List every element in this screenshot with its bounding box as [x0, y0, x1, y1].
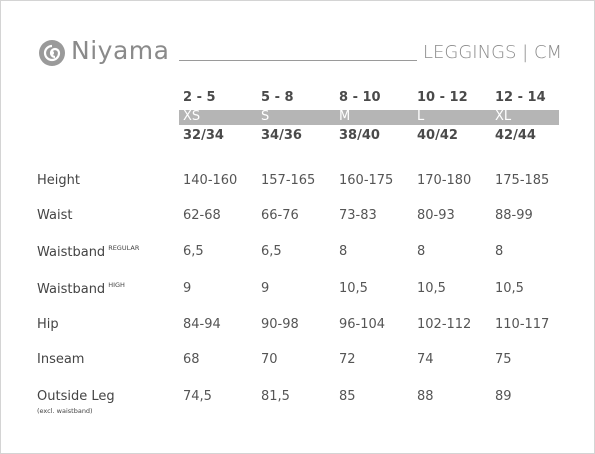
- cell: 81,5: [261, 389, 290, 404]
- age-range: 2 - 5: [183, 90, 216, 105]
- eu-size: 40/42: [417, 128, 458, 143]
- cell: 9: [261, 281, 270, 296]
- cell: 6,5: [183, 244, 204, 259]
- size-code: S: [261, 109, 270, 124]
- row-label-sup: REGULAR: [108, 244, 140, 252]
- cell: 9: [183, 281, 192, 296]
- cell: 10,5: [495, 281, 524, 296]
- cell: 85: [339, 389, 356, 404]
- row-note: (excl. waistband): [37, 407, 93, 415]
- age-range: 12 - 14: [495, 90, 546, 105]
- cell: 10,5: [417, 281, 446, 296]
- row-label: Height: [37, 173, 80, 188]
- eu-size: 42/44: [495, 128, 536, 143]
- row-label-text: Waistband: [37, 282, 106, 297]
- cell: 157-165: [261, 173, 316, 188]
- cell: 88: [417, 389, 434, 404]
- header-rule: [179, 60, 417, 61]
- size-code: M: [339, 109, 351, 124]
- row-label-text: Waist: [37, 208, 73, 223]
- size-code: XS: [183, 109, 201, 124]
- cell: 74: [417, 352, 434, 367]
- cell: 8: [417, 244, 426, 259]
- cell: 70: [261, 352, 278, 367]
- age-range: 10 - 12: [417, 90, 468, 105]
- cell: 89: [495, 389, 512, 404]
- cell: 84-94: [183, 317, 221, 332]
- eu-size: 32/34: [183, 128, 224, 143]
- row-label-text: Inseam: [37, 352, 85, 367]
- cell: 175-185: [495, 173, 550, 188]
- cell: 66-76: [261, 208, 299, 223]
- cell: 88-99: [495, 208, 533, 223]
- cell: 140-160: [183, 173, 238, 188]
- row-label-text: Height: [37, 173, 80, 188]
- row-label: Waist: [37, 208, 72, 223]
- row-label: Waistband HIGH: [37, 281, 125, 297]
- cell: 8: [495, 244, 504, 259]
- row-label-text: Waistband: [37, 245, 106, 260]
- title: LEGGINGS | CM: [423, 42, 563, 63]
- cell: 72: [339, 352, 356, 367]
- eu-size: 34/36: [261, 128, 302, 143]
- logo-text: Niyama: [71, 36, 170, 65]
- cell: 73-83: [339, 208, 377, 223]
- size-code: XL: [495, 109, 512, 124]
- cell: 74,5: [183, 389, 212, 404]
- size-band: [179, 110, 559, 125]
- size-code: L: [417, 109, 425, 124]
- cell: 96-104: [339, 317, 386, 332]
- cell: 10,5: [339, 281, 368, 296]
- row-label: Inseam: [37, 352, 84, 367]
- eu-size: 38/40: [339, 128, 380, 143]
- cell: 90-98: [261, 317, 299, 332]
- age-range: 8 - 10: [339, 90, 381, 105]
- cell: 110-117: [495, 317, 550, 332]
- logo-icon: [39, 40, 65, 66]
- row-label: Outside Leg: [37, 389, 115, 404]
- age-range: 5 - 8: [261, 90, 294, 105]
- cell: 170-180: [417, 173, 472, 188]
- cell: 80-93: [417, 208, 455, 223]
- cell: 68: [183, 352, 200, 367]
- cell: 6,5: [261, 244, 282, 259]
- cell: 62-68: [183, 208, 221, 223]
- cell: 75: [495, 352, 512, 367]
- cell: 160-175: [339, 173, 394, 188]
- cell: 102-112: [417, 317, 472, 332]
- row-label-text: Outside Leg: [37, 389, 115, 404]
- row-label: Waistband REGULAR: [37, 244, 139, 260]
- row-label-text: Hip: [37, 317, 59, 332]
- row-label: Hip: [37, 317, 59, 332]
- row-label-sup: HIGH: [108, 281, 125, 289]
- cell: 8: [339, 244, 348, 259]
